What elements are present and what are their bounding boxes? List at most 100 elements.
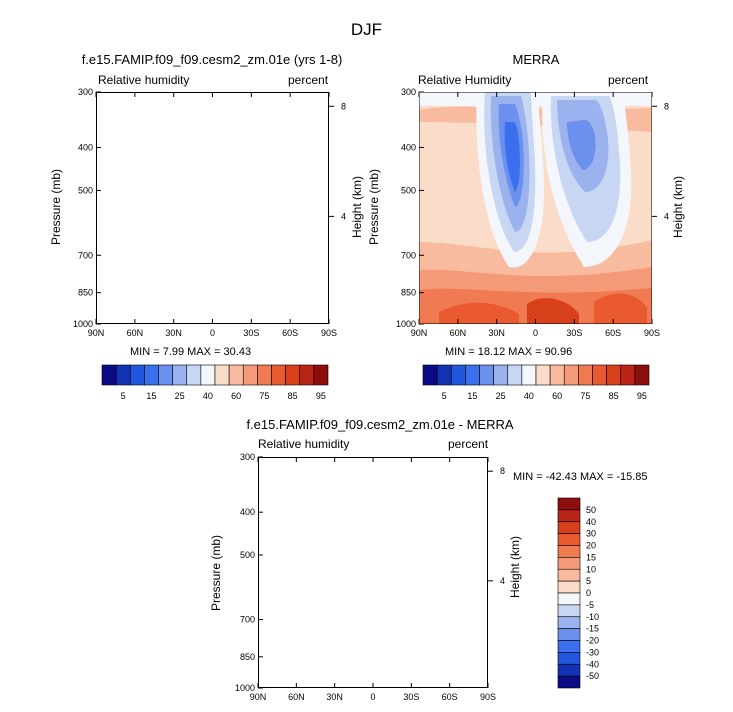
colorbar-swatch bbox=[592, 364, 607, 386]
colorbar-swatch bbox=[144, 364, 159, 386]
colorbar-label: 15 bbox=[467, 391, 477, 401]
model-plot-area bbox=[96, 92, 329, 324]
contour-level-80b bbox=[594, 293, 647, 324]
diff-variable-label: Relative humidity bbox=[258, 437, 350, 451]
colorbar-swatch bbox=[549, 364, 565, 386]
contour-level-20 bbox=[504, 122, 520, 192]
colorbar-swatch bbox=[115, 364, 131, 386]
pressure-tick-label: 700 bbox=[78, 250, 93, 260]
pressure-tick-label: 850 bbox=[78, 288, 93, 298]
lat-tick-label: 30N bbox=[326, 692, 343, 702]
lat-tick-label: 30S bbox=[566, 328, 582, 338]
colorbar-swatch bbox=[242, 364, 258, 386]
colorbar-label: 5 bbox=[121, 391, 126, 401]
colorbar-label: 25 bbox=[496, 391, 506, 401]
lat-tick-label: 90S bbox=[480, 692, 496, 702]
colorbar-swatch bbox=[214, 364, 230, 386]
colorbar-label: 5 bbox=[586, 576, 591, 586]
colorbar-swatch bbox=[557, 580, 581, 594]
merra-units-label: percent bbox=[608, 73, 649, 87]
height-tick-label: 8 bbox=[341, 101, 346, 111]
colorbar-label: 75 bbox=[259, 391, 269, 401]
colorbar-swatch bbox=[186, 364, 202, 386]
colorbar-swatch bbox=[557, 663, 581, 677]
lat-tick-label: 30S bbox=[403, 692, 419, 702]
pressure-tick-label: 400 bbox=[240, 507, 255, 517]
colorbar-label: 60 bbox=[552, 391, 562, 401]
lat-tick-label: 90S bbox=[321, 328, 337, 338]
colorbar-swatch bbox=[228, 364, 244, 386]
pressure-tick-label: 500 bbox=[78, 185, 93, 195]
pressure-tick-label: 700 bbox=[240, 615, 255, 625]
colorbar-swatch bbox=[493, 364, 509, 386]
merra-y-axis-label: Pressure (mb) bbox=[367, 169, 381, 246]
colorbar-label: 15 bbox=[146, 391, 156, 401]
diff-y2-axis-label: Height (km) bbox=[508, 536, 522, 599]
model-axes: 300 400 500 700 850 1000 8 4 90N 60N 30N 0 30S 60S 90S bbox=[73, 87, 346, 338]
colorbar-label: 40 bbox=[524, 391, 534, 401]
colorbar-swatch bbox=[465, 364, 480, 386]
figure-title: DJF bbox=[350, 20, 383, 39]
colorbar-label: 40 bbox=[203, 391, 213, 401]
colorbar-label: 5 bbox=[442, 391, 447, 401]
colorbar-swatch bbox=[557, 557, 581, 570]
height-tick-label: 4 bbox=[664, 211, 669, 221]
colorbar-swatch bbox=[200, 364, 216, 386]
diff-panel-title: f.e15.FAMIP.f09_f09.cesm2_zm.01e - MERRA bbox=[246, 417, 514, 432]
model-y-axis-label: Pressure (mb) bbox=[49, 169, 63, 246]
pressure-tick-label: 300 bbox=[78, 87, 93, 97]
pressure-tick-label: 400 bbox=[78, 142, 93, 152]
lat-tick-label: 60S bbox=[282, 328, 298, 338]
colorbar-swatch bbox=[557, 533, 581, 546]
colorbar-swatch bbox=[557, 652, 581, 665]
merra-variable-label: Relative Humidity bbox=[418, 73, 512, 87]
colorbar-label: 15 bbox=[586, 552, 596, 562]
colorbar-swatch bbox=[257, 364, 272, 386]
colorbar-label: 85 bbox=[288, 391, 298, 401]
colorbar-label: -15 bbox=[586, 624, 599, 634]
colorbar-label: 0 bbox=[586, 588, 591, 598]
colorbar-swatch bbox=[557, 497, 581, 511]
colorbar-label: -20 bbox=[586, 636, 599, 646]
colorbar-swatch bbox=[172, 364, 188, 386]
colorbar-swatch bbox=[271, 364, 286, 386]
merra-y2-axis-label: Height (km) bbox=[671, 176, 685, 239]
colorbar-label: 85 bbox=[609, 391, 619, 401]
pressure-tick-label: 500 bbox=[401, 185, 416, 195]
model-variable-label: Relative humidity bbox=[98, 73, 190, 87]
lat-tick-label: 0 bbox=[533, 328, 538, 338]
colorbar-swatch bbox=[606, 364, 622, 386]
height-tick-label: 4 bbox=[500, 576, 505, 586]
lat-tick-label: 60S bbox=[605, 328, 621, 338]
merra-stats: MIN = 18.12 MAX = 90.96 bbox=[445, 346, 573, 358]
pressure-tick-label: 400 bbox=[401, 142, 416, 152]
pressure-tick-label: 1000 bbox=[235, 683, 255, 693]
height-tick-label: 4 bbox=[341, 211, 346, 221]
lat-tick-label: 90S bbox=[644, 328, 660, 338]
colorbar-swatch bbox=[563, 364, 579, 386]
contour-level-25b bbox=[567, 120, 596, 170]
colorbar-swatch bbox=[557, 521, 581, 534]
colorbar-label: 50 bbox=[586, 505, 596, 515]
pressure-tick-label: 850 bbox=[240, 652, 255, 662]
colorbar-swatch bbox=[158, 364, 173, 386]
colorbar-swatch bbox=[634, 364, 650, 386]
diff-axes: 300 400 500 700 850 1000 8 4 90N 60N 30N 0 30S 60S 90S bbox=[235, 452, 505, 702]
lat-tick-label: 90N bbox=[250, 692, 267, 702]
pressure-tick-label: 1000 bbox=[73, 319, 93, 329]
pressure-tick-label: 300 bbox=[240, 452, 255, 462]
colorbar-label: 40 bbox=[586, 517, 596, 527]
colorbar-label: -5 bbox=[586, 600, 594, 610]
colorbar-swatch bbox=[557, 568, 581, 582]
model-panel-title: f.e15.FAMIP.f09_f09.cesm2_zm.01e (yrs 1-… bbox=[81, 52, 343, 67]
model-colorbar: 5 15 25 40 60 75 85 95 bbox=[101, 364, 329, 401]
height-tick-label: 8 bbox=[664, 101, 669, 111]
pressure-tick-label: 1000 bbox=[396, 319, 416, 329]
diff-plot-area bbox=[258, 457, 488, 688]
merra-colorbar: 5 15 25 40 60 75 85 95 bbox=[422, 364, 650, 401]
colorbar-swatch bbox=[557, 616, 581, 629]
colorbar-swatch bbox=[557, 604, 581, 618]
colorbar-swatch bbox=[557, 640, 581, 653]
colorbar-swatch bbox=[479, 364, 494, 386]
lat-tick-label: 0 bbox=[210, 328, 215, 338]
